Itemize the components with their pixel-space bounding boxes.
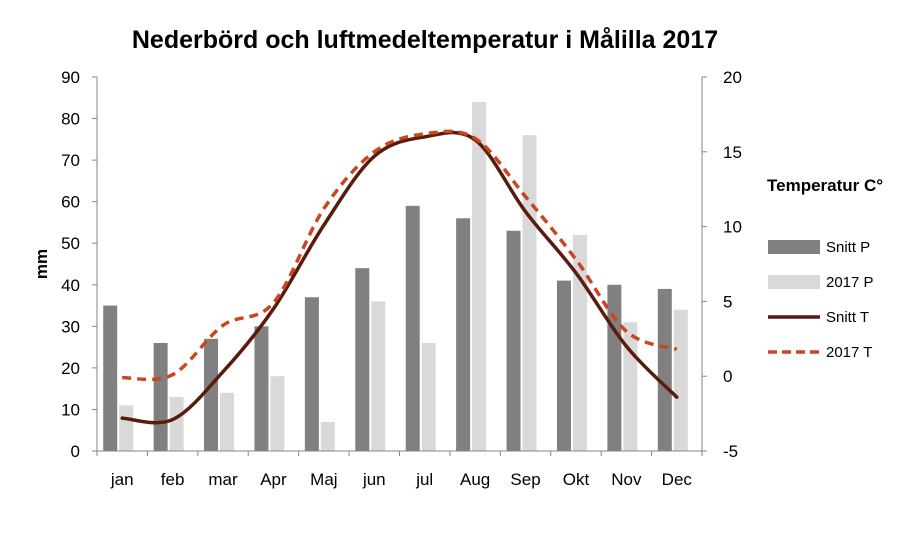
bar-snitt-p — [456, 218, 471, 451]
legend-label-snitt-p: Snitt P — [826, 239, 870, 256]
legend: Snitt P 2017 P Snitt T 2017 T — [768, 239, 874, 361]
bar-2017-p — [320, 421, 335, 451]
bar-2017-p — [371, 301, 386, 451]
bar-snitt-p — [506, 230, 521, 451]
x-tick-label: jun — [362, 470, 386, 489]
y-tick-label: 80 — [61, 110, 80, 129]
x-tick-label: jul — [415, 470, 433, 489]
bar-2017-p — [673, 309, 688, 451]
bar-snitt-p — [153, 342, 168, 451]
legend-label-snitt-t: Snitt T — [826, 309, 869, 326]
bar-snitt-p — [103, 305, 118, 451]
y2-axis-title: Temperatur C° — [767, 176, 883, 195]
legend-swatch-2017-p — [768, 275, 820, 289]
y2-tick-label: 15 — [723, 143, 742, 162]
y-axis-title: mm — [32, 249, 51, 279]
bar-2017-p — [421, 342, 436, 451]
bar-snitt-p — [204, 338, 219, 451]
bar-snitt-p — [556, 280, 571, 451]
bar-2017-p — [623, 322, 638, 451]
bar-snitt-p — [304, 297, 319, 451]
x-tick-label: Dec — [662, 470, 693, 489]
bar-2017-p — [472, 101, 487, 451]
y-tick-label: 90 — [61, 68, 80, 87]
y2-tick-label: 20 — [723, 68, 742, 87]
y-tick-label: 70 — [61, 151, 80, 170]
y-tick-label: 20 — [61, 359, 80, 378]
legend-swatch-snitt-p — [768, 240, 820, 254]
x-tick-label: feb — [161, 470, 185, 489]
bar-2017-p — [270, 376, 285, 451]
lines-layer — [120, 129, 679, 425]
x-tick-label: Aug — [460, 470, 490, 489]
y-tick-label: 40 — [61, 276, 80, 295]
bar-snitt-p — [254, 326, 269, 451]
bar-snitt-p — [657, 288, 672, 451]
x-tick-label: Maj — [310, 470, 337, 489]
line-snitt-t — [120, 130, 679, 425]
bar-snitt-p — [607, 284, 622, 451]
legend-label-2017-t: 2017 T — [826, 344, 872, 361]
bar-2017-p — [220, 392, 235, 451]
chart-title: Nederbörd och luftmedeltemperatur i Måli… — [132, 26, 718, 54]
bar-2017-p — [522, 135, 537, 451]
legend-label-2017-p: 2017 P — [826, 274, 874, 291]
y2-tick-label: 10 — [723, 218, 742, 237]
axes-layer: 0 10 20 30 40 50 60 70 80 90 -5 0 5 10 15 20 jan feb mar Ap… — [61, 68, 742, 489]
y-tick-label: 10 — [61, 400, 80, 419]
y-tick-label: 60 — [61, 193, 80, 212]
line-2017-t — [122, 129, 678, 382]
x-tick-label: Apr — [260, 470, 287, 489]
x-tick-label: mar — [208, 470, 238, 489]
y2-tick-label: -5 — [723, 442, 738, 461]
y2-tick-label: 0 — [723, 367, 732, 386]
bar-snitt-p — [405, 205, 420, 451]
x-tick-label: Nov — [611, 470, 642, 489]
x-tick-label: Okt — [563, 470, 590, 489]
x-tick-label: jan — [110, 470, 134, 489]
y-tick-label: 50 — [61, 234, 80, 253]
bar-2017-p — [169, 396, 184, 451]
x-tick-label: Sep — [510, 470, 540, 489]
bars-layer — [103, 101, 688, 451]
bar-2017-p — [119, 405, 134, 451]
bar-snitt-p — [355, 268, 370, 451]
bar-2017-p — [572, 234, 587, 451]
y2-tick-label: 5 — [723, 292, 732, 311]
y-tick-label: 30 — [61, 317, 80, 336]
y-tick-label: 0 — [71, 442, 80, 461]
